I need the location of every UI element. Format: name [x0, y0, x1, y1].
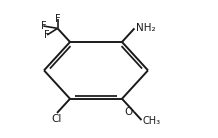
- Text: CH₃: CH₃: [143, 116, 161, 126]
- Text: F: F: [55, 14, 60, 24]
- Text: F: F: [44, 30, 50, 40]
- Text: F: F: [41, 21, 46, 31]
- Text: O: O: [124, 107, 133, 117]
- Text: NH₂: NH₂: [136, 23, 155, 33]
- Text: Cl: Cl: [52, 114, 62, 124]
